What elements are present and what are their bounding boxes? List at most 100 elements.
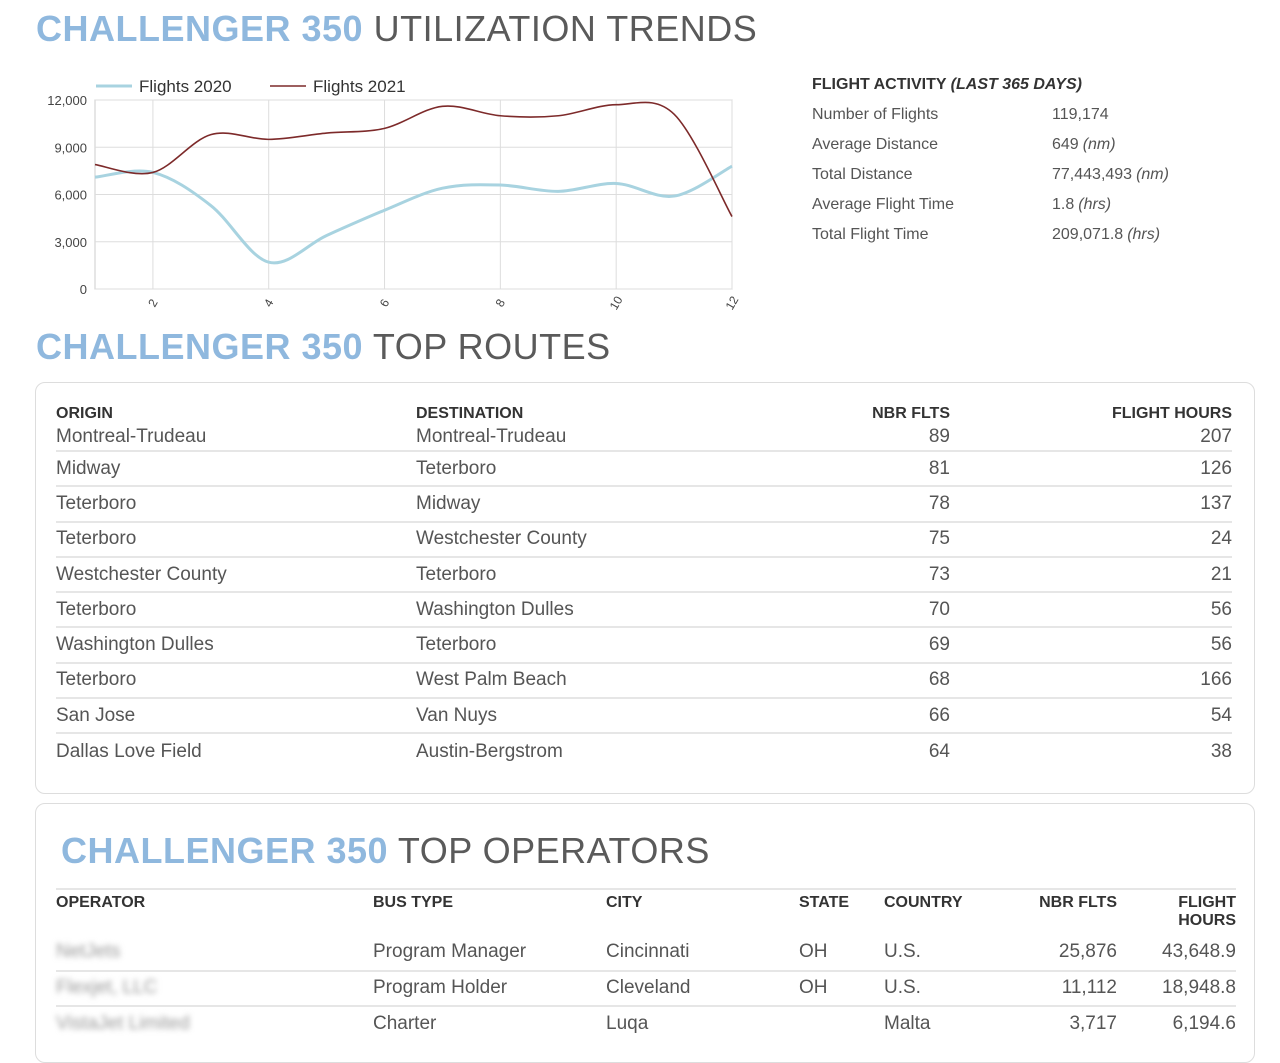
- x-tick-label: 8: [493, 296, 509, 309]
- route-destination: Austin-Bergstrom: [416, 733, 776, 768]
- route-flights: 64: [776, 733, 950, 768]
- route-origin: Teterboro: [56, 663, 416, 698]
- title-brand: CHALLENGER 350: [36, 326, 363, 367]
- route-origin: San Jose: [56, 698, 416, 733]
- operator-name[interactable]: VistaJet Limited: [56, 1006, 373, 1042]
- header-hours-line1: FLIGHT: [1178, 894, 1236, 911]
- top-operators-title: CHALLENGER 350 TOP OPERATORS: [61, 830, 710, 872]
- header-flight-hours[interactable]: FLIGHT HOURS: [950, 401, 1232, 423]
- operator-bus-type: Charter: [373, 1006, 606, 1042]
- activity-value: 649: [1052, 136, 1079, 154]
- activity-value: 209,071.8: [1052, 226, 1123, 244]
- route-flights: 78: [776, 486, 950, 521]
- operators-table: OPERATOR BUS TYPE CITY STATE COUNTRY NBR…: [56, 888, 1236, 1042]
- operator-country: U.S.: [884, 971, 1004, 1007]
- header-nbr-flts[interactable]: NBR FLTS: [776, 401, 950, 423]
- route-origin: Westchester County: [56, 557, 416, 592]
- activity-label: Average Flight Time: [812, 196, 1052, 214]
- route-hours: 56: [950, 627, 1232, 662]
- route-flights: 69: [776, 627, 950, 662]
- route-hours: 207: [950, 423, 1232, 451]
- activity-label: Average Distance: [812, 136, 1052, 154]
- operator-state: OH: [799, 935, 884, 971]
- route-destination: Teterboro: [416, 627, 776, 662]
- route-origin: Montreal-Trudeau: [56, 423, 416, 451]
- y-tick-label: 12,000: [47, 93, 87, 108]
- operator-hours: 18,948.8: [1117, 971, 1236, 1007]
- activity-unit: (hrs): [1127, 226, 1160, 244]
- route-hours: 56: [950, 592, 1232, 627]
- flight-activity-panel: FLIGHT ACTIVITY (LAST 365 DAYS) Number o…: [812, 76, 1252, 250]
- route-flights: 68: [776, 663, 950, 698]
- y-tick-label: 6,000: [54, 188, 87, 203]
- header-destination[interactable]: DESTINATION: [416, 401, 776, 423]
- route-flights: 66: [776, 698, 950, 733]
- operator-country: Malta: [884, 1006, 1004, 1042]
- y-tick-label: 3,000: [54, 235, 87, 250]
- x-tick-label: 10: [607, 293, 626, 312]
- x-tick-label: 2: [145, 296, 161, 309]
- header-operator[interactable]: OPERATOR: [56, 889, 373, 935]
- series-line-1: [95, 166, 732, 263]
- activity-heading-text: FLIGHT ACTIVITY: [812, 76, 946, 93]
- top-routes-title: CHALLENGER 350 TOP ROUTES: [36, 326, 611, 368]
- activity-unit: (hrs): [1078, 196, 1111, 214]
- operator-city: Cincinnati: [606, 935, 799, 971]
- legend-label: Flights 2021: [313, 77, 406, 96]
- operator-bus-type: Program Holder: [373, 971, 606, 1007]
- header-nbr-flts[interactable]: NBR FLTS: [1004, 889, 1117, 935]
- route-destination: Montreal-Trudeau: [416, 423, 776, 451]
- header-country[interactable]: COUNTRY: [884, 889, 1004, 935]
- route-flights: 70: [776, 592, 950, 627]
- operator-hours: 6,194.6: [1117, 1006, 1236, 1042]
- route-origin: Dallas Love Field: [56, 733, 416, 768]
- activity-value: 119,174: [1052, 106, 1109, 124]
- route-destination: Washington Dulles: [416, 592, 776, 627]
- utilization-trends-title: CHALLENGER 350 UTILIZATION TRENDS: [36, 8, 757, 50]
- route-flights: 73: [776, 557, 950, 592]
- header-origin[interactable]: ORIGIN: [56, 401, 416, 423]
- header-state[interactable]: STATE: [799, 889, 884, 935]
- operator-name[interactable]: Flexjet, LLC: [56, 971, 373, 1007]
- utilization-line-chart: 0 3,000 6,000 9,000 12,000 2 4 6 8 10 12 Flights 20…: [30, 66, 760, 326]
- y-tick-label: 9,000: [54, 140, 87, 155]
- header-hours-line2: HOURS: [1178, 912, 1236, 929]
- x-tick-label: 6: [377, 296, 393, 309]
- y-tick-label: 0: [80, 282, 87, 297]
- route-flights: 81: [776, 451, 950, 486]
- route-origin: Washington Dulles: [56, 627, 416, 662]
- x-tick-label: 12: [723, 293, 742, 312]
- operator-name[interactable]: NetJets: [56, 935, 373, 971]
- routes-table: ORIGIN DESTINATION NBR FLTS FLIGHT HOURS…: [56, 401, 1232, 769]
- activity-unit: (nm): [1136, 166, 1169, 184]
- route-destination: West Palm Beach: [416, 663, 776, 698]
- activity-value: 77,443,493: [1052, 166, 1132, 184]
- header-city[interactable]: CITY: [606, 889, 799, 935]
- x-tick-label: 4: [261, 296, 277, 309]
- route-hours: 137: [950, 486, 1232, 521]
- route-destination: Westchester County: [416, 522, 776, 557]
- operator-city: Luqa: [606, 1006, 799, 1042]
- header-bus-type[interactable]: BUS TYPE: [373, 889, 606, 935]
- title-rest: TOP ROUTES: [373, 326, 611, 367]
- route-hours: 21: [950, 557, 1232, 592]
- route-origin: Teterboro: [56, 592, 416, 627]
- title-rest: UTILIZATION TRENDS: [374, 8, 758, 49]
- route-origin: Midway: [56, 451, 416, 486]
